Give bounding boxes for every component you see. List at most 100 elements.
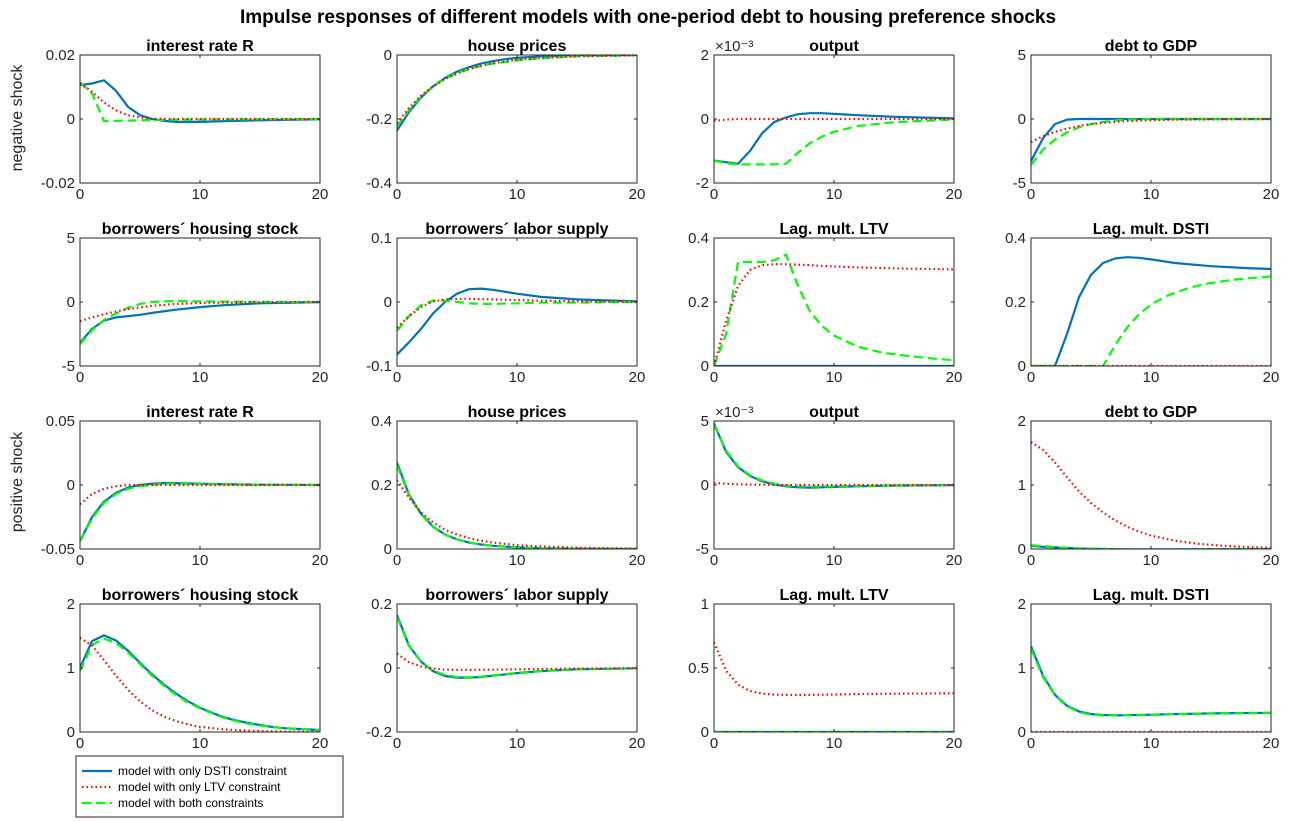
panel-3-1-xtick-label: 20: [312, 552, 329, 569]
panel-3-3-axis-exponent: ×10⁻³: [715, 404, 753, 421]
panel-4-1-ytick-label: 1: [67, 660, 75, 677]
panel-4-1-title: borrowers´ housing stock: [102, 587, 299, 604]
panel-1-1-line-model-with-both-constraints: [80, 81, 320, 123]
legend-box: [75, 755, 344, 818]
panel-2-4-line-model-with-both-constraints: [1031, 275, 1271, 366]
panel-1-3-axis-exponent: ×10⁻³: [715, 38, 753, 55]
panel-4-3-xtick-label: 20: [946, 735, 963, 752]
panel-4-2-xtick-label: 10: [509, 735, 526, 752]
panel-3-3-xtick-label: 20: [946, 552, 963, 569]
panel-2-4-plot-area: [1031, 238, 1271, 366]
panel-2-1-ytick-label: -5: [62, 358, 75, 375]
panel-1-1-ytick-label: -0.02: [41, 175, 75, 192]
panel-1-4-series-group: [1031, 117, 1271, 166]
panel-4-2-ytick-label: 0: [384, 660, 392, 677]
panel-1-3-line-model-with-only-dsti-constraint: [714, 112, 954, 165]
panel-2-4-ytick-label: 0: [1018, 358, 1026, 375]
panel-1-3-xtick-label: 20: [946, 186, 963, 203]
panel-1-1-xtick-label: 10: [192, 186, 209, 203]
panel-1-4-title: debt to GDP: [1105, 38, 1198, 55]
panel-1-3-xtick-label: 0: [710, 186, 718, 203]
panel-2-3-series-group: [714, 253, 954, 366]
panel-1-3-line-model-with-only-ltv-constraint: [714, 117, 954, 122]
panel-2-2-xtick-label: 10: [509, 369, 526, 386]
panel-1-3-series-group: [714, 112, 954, 166]
panel-2-3: 0 10 20 0 0.2 0.4 Lag. mult. LTV: [688, 221, 962, 386]
panel-3-2-line-model-with-only-ltv-constraint: [397, 479, 637, 549]
panel-1-2-line-model-with-only-ltv-constraint: [397, 55, 637, 124]
panel-4-4-xtick-label: 20: [1263, 735, 1280, 752]
panel-2-3-xtick-label: 20: [946, 369, 963, 386]
panel-2-1-line-model-with-both-constraints: [80, 300, 320, 345]
panel-2-3-plot-area: [714, 238, 954, 366]
panel-3-4: 0 10 20 0 1 2 debt to GDP: [1018, 404, 1280, 569]
panel-4-2-ytick-label: 0.2: [371, 596, 392, 613]
panel-4-3-ytick-label: 0.5: [688, 660, 709, 677]
panel-4-1-xtick-label: 0: [76, 735, 84, 752]
panel-2-3-xtick-label: 10: [826, 369, 843, 386]
panel-1-2-ytick-label: -0.2: [366, 111, 392, 128]
panel-4-3-ytick-label: 0: [701, 724, 709, 741]
panel-4-1-xtick-label: 20: [312, 735, 329, 752]
panel-4-4-ytick-label: 1: [1018, 660, 1026, 677]
panel-3-2-ytick-label: 0.4: [371, 413, 392, 430]
panel-4-3-title: Lag. mult. LTV: [779, 587, 888, 604]
panel-3-2-series-group: [397, 462, 637, 549]
panel-1-4-line-model-with-only-ltv-constraint: [1031, 117, 1271, 143]
panel-1-4-line-model-with-only-dsti-constraint: [1031, 117, 1271, 162]
figure-title: Impulse responses of different models wi…: [240, 7, 1056, 28]
panel-1-2-xtick-label: 10: [509, 186, 526, 203]
panel-2-2-title: borrowers´ labor supply: [425, 221, 608, 238]
panel-4-4-plot-area: [1031, 604, 1271, 732]
panel-4-2-ytick-label: -0.2: [366, 724, 392, 741]
panel-3-4-ytick-label: 1: [1018, 477, 1026, 494]
panel-1-1-title: interest rate R: [146, 38, 254, 55]
panel-2-4-xtick-label: 20: [1263, 369, 1280, 386]
panel-2-3-ytick-label: 0.2: [688, 294, 709, 311]
panel-3-4-title: debt to GDP: [1105, 404, 1198, 421]
legend-label-ltv: model with only LTV constraint: [118, 780, 281, 794]
panel-3-2-title: house prices: [468, 404, 567, 421]
panel-3-4-ytick-label: 2: [1018, 413, 1026, 430]
panel-4-1-series-group: [80, 634, 320, 732]
panel-3-2-plot-area: [397, 421, 637, 549]
panel-2-1-ytick-label: 0: [67, 294, 75, 311]
panel-2-3-ytick-label: 0.4: [688, 230, 709, 247]
panel-1-3-xtick-label: 10: [826, 186, 843, 203]
panel-2-1-title: borrowers´ housing stock: [102, 221, 299, 238]
panel-1-4-ytick-label: -5: [1013, 175, 1026, 192]
panel-2-4-line-model-with-only-dsti-constraint: [1031, 256, 1271, 366]
panel-3-4-xtick-label: 10: [1143, 552, 1160, 569]
panel-3-3-xtick-label: 0: [710, 552, 718, 569]
row-label-positive: positive shock: [9, 431, 26, 532]
panel-1-2-plot-area: [397, 55, 637, 183]
panel-4-2-title: borrowers´ labor supply: [425, 587, 608, 604]
panel-3-4-xtick-label: 0: [1027, 552, 1035, 569]
panel-4-2-line-model-with-both-constraints: [397, 616, 637, 679]
panel-2-1-xtick-label: 20: [312, 369, 329, 386]
panel-4-4: 0 10 20 0 1 2 Lag. mult. DSTI: [1018, 587, 1280, 752]
panel-1-3-plot-area: [714, 55, 954, 183]
panel-2-3-line-model-with-both-constraints: [714, 253, 954, 366]
panel-3-3-xtick-label: 10: [826, 552, 843, 569]
panel-3-2-xtick-label: 20: [629, 552, 646, 569]
panel-2-4-ytick-label: 0.4: [1005, 230, 1026, 247]
panel-2-3-ytick-label: 0: [701, 358, 709, 375]
panel-1-2-series-group: [397, 55, 637, 132]
legend-label-dsti: model with only DSTI constraint: [118, 764, 287, 778]
panel-3-2-ytick-label: 0: [384, 541, 392, 558]
panel-1-3-title: output: [809, 38, 859, 55]
panel-4-4-xtick-label: 0: [1027, 735, 1035, 752]
panel-4-4-title: Lag. mult. DSTI: [1093, 587, 1209, 604]
panel-1-3-ytick-label: 2: [701, 47, 709, 64]
panel-4-1-line-model-with-both-constraints: [80, 637, 320, 732]
panel-2-3-title: Lag. mult. LTV: [779, 221, 888, 238]
legend-label-both: model with both constraints: [118, 796, 263, 810]
panel-2-1-xtick-label: 0: [76, 369, 84, 386]
panel-1-2-ytick-label: -0.4: [366, 175, 392, 192]
